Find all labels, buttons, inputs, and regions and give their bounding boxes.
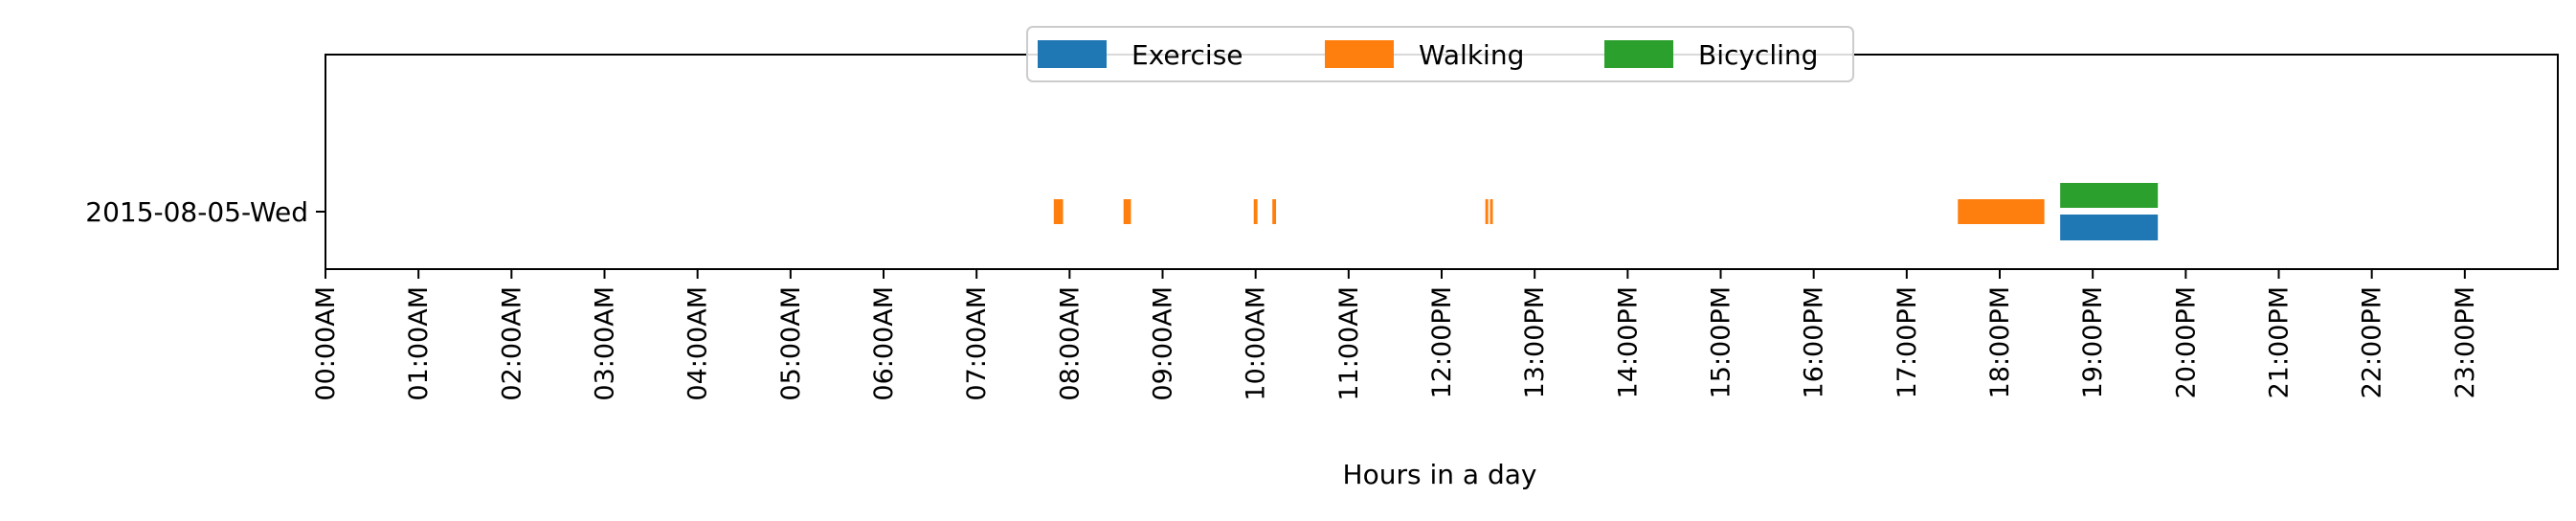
x-tick-label-15: 15:00PM [1707,286,1736,398]
legend-swatch-exercise [1038,40,1107,68]
x-tick-label-0: 00:00AM [311,286,341,401]
x-tick-label-11: 11:00AM [1334,286,1364,401]
x-tick-label-17: 17:00PM [1893,286,1922,398]
x-tick-label-19: 19:00PM [2078,286,2108,398]
legend-label-exercise: Exercise [1131,39,1243,71]
x-tick-label-12: 12:00PM [1427,286,1457,398]
x-tick-label-3: 03:00AM [591,286,620,401]
bar-exercise-0 [2060,215,2159,240]
plot-frame [325,54,2559,270]
x-tick-label-23: 23:00PM [2451,286,2480,398]
x-tick-label-20: 20:00PM [2171,286,2201,398]
x-axis-label: Hours in a day [1343,459,1537,490]
x-tick-label-4: 04:00AM [683,286,713,401]
x-tick-label-2: 02:00AM [497,286,526,401]
legend-swatch-walking [1325,40,1394,68]
x-tick-label-21: 21:00PM [2265,286,2295,398]
bars-layer [1053,183,2159,240]
bar-walking-4 [1485,199,1489,224]
bar-walking-6 [1958,199,2045,224]
x-tick-label-6: 06:00AM [869,286,899,401]
x-tick-label-18: 18:00PM [1985,286,2015,398]
x-tick-label-9: 09:00AM [1149,286,1178,401]
bar-walking-1 [1123,199,1131,224]
x-tick-label-7: 07:00AM [962,286,992,401]
x-tick-label-16: 16:00PM [1800,286,1829,398]
x-tick-label-14: 14:00PM [1613,286,1643,398]
bar-walking-0 [1053,199,1064,224]
x-tick-label-5: 05:00AM [776,286,806,401]
bar-walking-3 [1272,199,1277,224]
y-tick-label-0: 2015-08-05-Wed [85,196,308,228]
x-tick-label-13: 13:00PM [1520,286,1550,398]
bar-bicycling-0 [2060,183,2159,208]
x-axis: 00:00AM 01:00AM 02:00AM 03:00AM 04:00AM 05:00… [311,269,2480,401]
bar-walking-5 [1490,199,1493,224]
y-axis: 2015-08-05-Wed [85,196,325,228]
legend-swatch-bicycling [1604,40,1673,68]
x-tick-label-10: 10:00AM [1242,286,1271,401]
legend-label-walking: Walking [1419,39,1524,71]
x-tick-label-22: 22:00PM [2358,286,2387,398]
legend: Exercise Walking Bicycling [1026,26,1854,82]
x-tick-label-8: 08:00AM [1055,286,1085,401]
bar-walking-2 [1253,199,1258,224]
x-tick-label-1: 01:00AM [404,286,434,401]
legend-label-bicycling: Bicycling [1698,39,1818,71]
